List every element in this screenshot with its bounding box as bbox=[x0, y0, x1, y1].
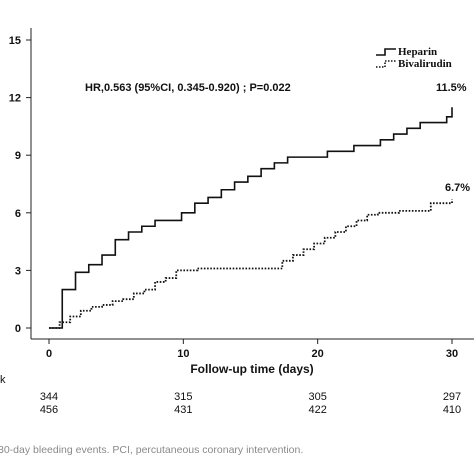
risk-cell-bivalirudin: 456 bbox=[40, 404, 58, 416]
y-tick-label: 15 bbox=[9, 35, 21, 47]
risk-cell-heparin: 315 bbox=[174, 391, 192, 403]
legend-heparin-swatch bbox=[376, 48, 396, 56]
series-line-heparin bbox=[49, 107, 453, 329]
risk-cell-heparin: 305 bbox=[308, 391, 326, 403]
risk-cell-bivalirudin: 422 bbox=[308, 404, 326, 416]
y-ticks: 0 3 6 9 12 15 bbox=[9, 35, 31, 335]
y-tick-label: 12 bbox=[9, 93, 21, 105]
risk-table: k 344 315 305 297 456 431 422 410 bbox=[0, 374, 461, 416]
legend-bivalirudin-swatch bbox=[376, 60, 396, 68]
legend-heparin-label: Heparin bbox=[398, 46, 437, 58]
risk-cell-bivalirudin: 431 bbox=[174, 404, 192, 416]
risk-cell-heparin: 344 bbox=[40, 391, 58, 403]
series-lines bbox=[49, 107, 453, 329]
hazard-ratio-annotation: HR,0.563 (95%CI, 0.345-0.920) ; P=0.022 bbox=[85, 82, 291, 94]
legend: Heparin Bivalirudin bbox=[376, 46, 452, 70]
heparin-end-label: 11.5% bbox=[436, 82, 467, 94]
risk-table-label: k bbox=[0, 374, 6, 386]
risk-cell-bivalirudin: 410 bbox=[443, 404, 461, 416]
x-tick-label: 20 bbox=[312, 348, 324, 360]
y-tick-label: 0 bbox=[15, 323, 21, 335]
x-ticks: 0 10 20 30 bbox=[46, 339, 458, 360]
axes bbox=[30, 28, 474, 340]
figure-caption: 30-day bleeding events. PCI, percutaneou… bbox=[0, 444, 303, 456]
y-tick-label: 6 bbox=[15, 208, 21, 220]
x-axis-label: Follow-up time (days) bbox=[190, 362, 313, 376]
y-tick-label: 3 bbox=[15, 265, 21, 277]
x-tick-label: 30 bbox=[446, 348, 458, 360]
y-tick-label: 9 bbox=[15, 150, 21, 162]
risk-cell-heparin: 297 bbox=[443, 391, 461, 403]
bivalirudin-end-label: 6.7% bbox=[445, 182, 470, 194]
series-line-bivalirudin bbox=[49, 199, 453, 329]
risk-table-rows: 344 315 305 297 456 431 422 410 bbox=[40, 391, 461, 416]
x-tick-label: 10 bbox=[177, 348, 189, 360]
legend-bivalirudin-label: Bivalirudin bbox=[398, 58, 452, 70]
x-tick-label: 0 bbox=[46, 348, 52, 360]
